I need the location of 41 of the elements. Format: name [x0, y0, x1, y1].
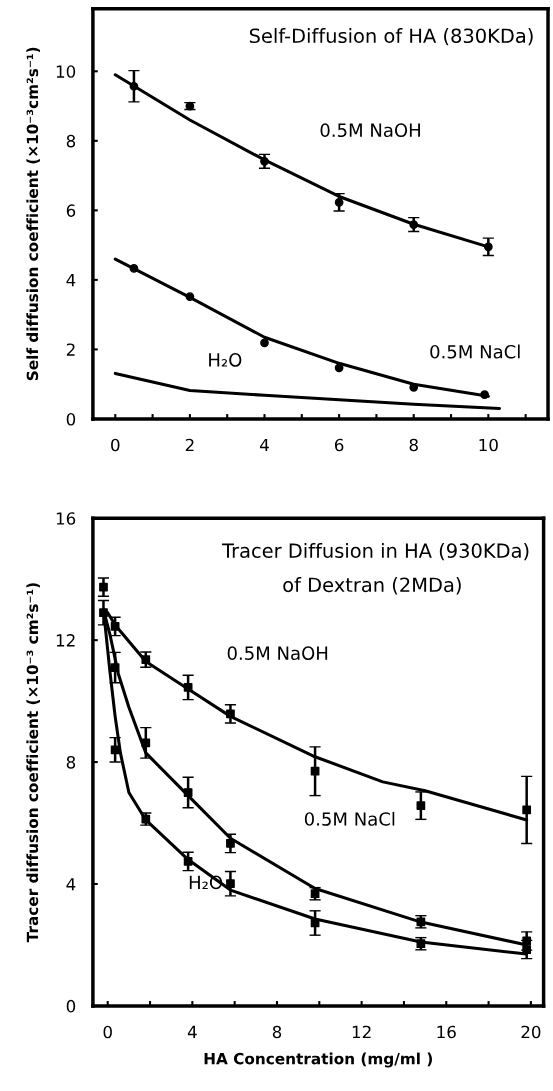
annotation: 0.5M NaCl	[304, 811, 395, 826]
y-tick-label: 0	[66, 412, 76, 426]
text: Tracer Diffusion in HA (930KDa)	[222, 542, 529, 561]
y-tick-label: 8	[66, 756, 76, 769]
x-tick-label: 10	[479, 438, 498, 452]
point	[260, 338, 269, 348]
x-tick-label: 6	[334, 438, 344, 452]
y-axis-title: Tracer diffusion coefficient (×10⁻³ cm²s⁻¹)	[26, 583, 40, 943]
x-tick-label: 4	[260, 438, 269, 452]
y-tick-label: 2	[66, 343, 75, 356]
y-tick-label: 4	[66, 274, 76, 287]
point	[480, 390, 489, 399]
point	[185, 292, 195, 301]
y-tick-label: 0	[66, 999, 76, 1013]
line-series	[113, 371, 502, 411]
y-tick-label: 8	[66, 134, 76, 148]
y-tick-label: 6	[66, 204, 76, 217]
x-tick-label: 0	[103, 1025, 112, 1039]
point	[129, 264, 139, 273]
point	[334, 363, 344, 373]
annotation: H₂O	[209, 353, 242, 367]
x-tick-label: 16	[437, 1025, 456, 1039]
annotation: H₂O	[189, 875, 223, 890]
x-tick-label: 20	[521, 1025, 541, 1039]
text: Self-Diffusion of HA (830KDa)	[249, 28, 533, 46]
x-tick-label: 0	[111, 438, 120, 452]
y-tick-label: 12	[56, 634, 75, 647]
x-axis-title: HA Concentration (mg/ml )	[204, 1052, 432, 1068]
y-axis-title: Self diffusion coefficient (×10⁻³cm²s⁻¹)	[26, 47, 40, 381]
y-tick-label: 16	[56, 512, 76, 525]
y-tick-label: 10	[56, 65, 76, 78]
annotation: 0.5M NaOH	[320, 123, 420, 138]
annotation: 0.5M NaCl	[430, 344, 520, 359]
x-tick-label: 4	[187, 1025, 197, 1039]
annotation: 0.5M NaOH	[227, 646, 328, 661]
y-tick-label: 4	[66, 878, 76, 891]
x-tick-label: 2	[185, 438, 194, 452]
text: of Dextran (2MDa)	[283, 577, 461, 595]
x-tick-label: 8	[409, 438, 418, 452]
x-tick-label: 8	[272, 1025, 282, 1039]
x-tick-label: 12	[352, 1025, 371, 1039]
